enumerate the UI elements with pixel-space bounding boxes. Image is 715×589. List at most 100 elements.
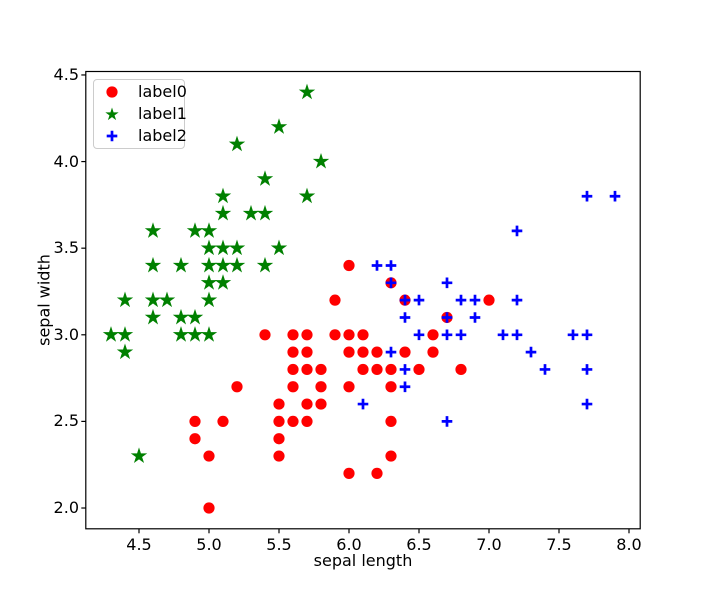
legend: label0 label1 label2 [93,79,187,149]
data-point-plus [581,398,593,410]
data-point-circle [427,346,439,358]
data-point-plus [581,364,593,375]
data-point-star [130,447,148,464]
legend-label: label2 [138,126,187,145]
data-point-star [186,326,204,342]
x-tick-label: 7.0 [476,535,502,554]
data-point-circle [357,363,369,376]
x-tick-label: 6.5 [406,535,432,554]
data-point-star [200,256,218,273]
data-point-circle [301,329,313,341]
data-point-plus [469,294,481,306]
data-point-circle [301,415,313,428]
y-tick-label: 2.5 [53,411,79,431]
data-point-circle [343,381,355,393]
data-point-plus [385,260,397,271]
data-point-star [298,187,316,204]
data-point-plus [399,364,411,375]
data-point-circle [455,363,467,376]
data-point-circle [273,398,285,410]
data-point-plus [413,294,425,306]
y-tick-label: 2.0 [53,498,79,517]
data-point-circle [315,398,327,410]
data-point-plus [497,329,509,341]
data-point-circle [287,346,299,358]
data-point-plus [511,225,523,237]
y-tick-label: 4.0 [53,151,79,171]
data-point-plus [455,329,467,341]
x-tick-label: 7.5 [546,535,572,554]
data-point-star [228,239,246,256]
x-tick-label: 8.0 [616,535,642,554]
data-point-plus [441,416,453,427]
data-point-plus [609,190,621,202]
x-tick-label: 5.0 [196,535,222,554]
data-point-star [116,291,134,308]
data-point-plus [413,329,425,341]
data-point-plus [581,190,593,202]
data-point-circle [203,502,215,514]
data-point-plus [371,260,383,271]
data-point-star [214,239,232,256]
data-point-circle [301,363,313,376]
data-point-plus [539,364,551,375]
data-point-star [200,274,218,290]
data-point-star [256,170,274,186]
plot-spines [85,70,641,530]
data-point-circle [427,329,439,341]
data-point-star [116,343,134,360]
data-point-circle [399,346,411,358]
data-point-star [102,326,120,342]
data-point-circle [371,467,383,479]
y-tick-label: 4.5 [53,64,79,84]
data-point-star [116,326,134,342]
data-point-star [228,135,246,152]
data-point-star [200,222,218,238]
data-point-star [270,118,288,134]
data-point-plus [357,398,369,410]
data-point-plus [455,294,467,306]
data-point-star [214,274,232,290]
data-point-circle [203,450,215,462]
data-point-plus [441,329,453,341]
legend-star-marker-icon [105,107,119,121]
data-point-star [256,204,274,221]
data-point-circle [385,450,397,462]
data-point-star [214,256,232,273]
data-point-circle [385,381,397,393]
data-point-star [256,256,274,273]
data-point-circle [273,450,285,462]
data-point-star [242,204,260,221]
data-point-circle [413,363,425,376]
data-point-plus [399,294,411,306]
data-point-circle [385,363,397,376]
legend-circle-marker-icon [106,86,118,98]
data-point-plus [511,329,523,341]
data-point-star [200,291,218,308]
data-point-circle [483,294,495,306]
data-point-circle [343,259,355,272]
legend-label: label1 [138,104,187,123]
data-point-star [144,308,162,325]
y-tick-label: 3.0 [53,324,79,344]
data-point-plus [441,277,453,289]
data-point-star [200,239,218,256]
data-point-star [172,326,190,342]
data-point-circle [287,415,299,428]
data-point-circle [343,467,355,479]
legend-item-label1: label1 [94,103,187,125]
data-point-circle [371,346,383,358]
x-tick-label: 6.0 [336,535,362,554]
data-point-star [200,326,218,342]
data-point-star [144,256,162,273]
data-point-plus [399,381,411,393]
y-tick-label: 3.5 [53,238,79,258]
x-tick-label: 4.5 [126,535,152,554]
data-point-plus [581,329,593,341]
data-point-circle [217,415,229,428]
data-point-circle [273,415,285,428]
data-point-plus [385,346,397,358]
data-point-circle [385,415,397,428]
data-point-circle [287,329,299,341]
